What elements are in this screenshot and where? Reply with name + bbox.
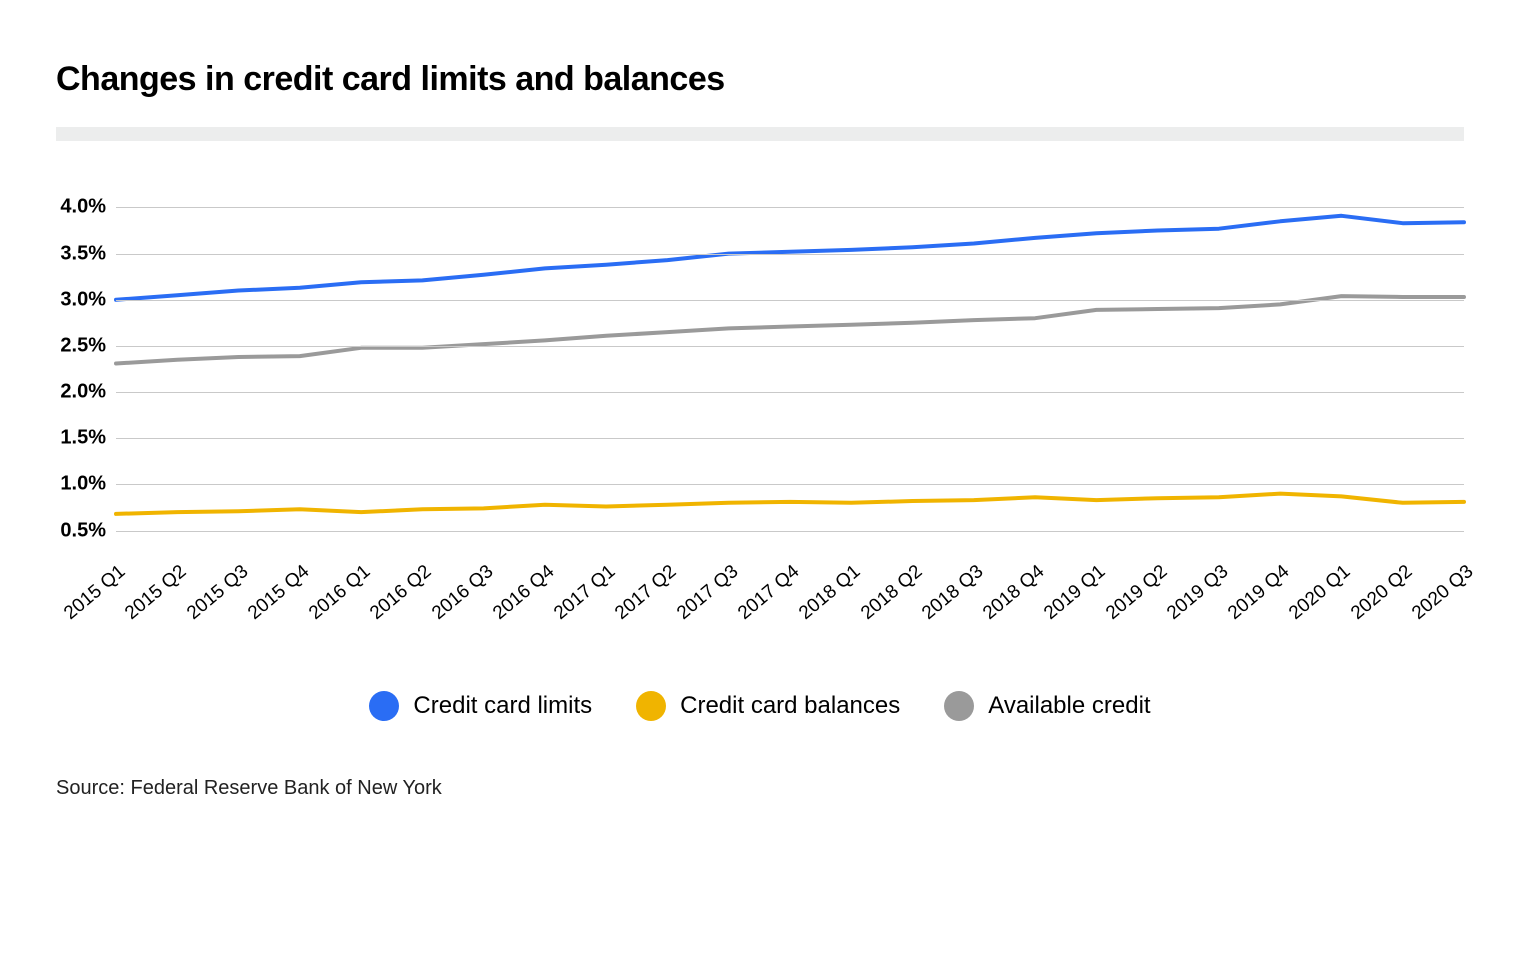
gridline bbox=[116, 531, 1464, 532]
chart-container: Changes in credit card limits and balanc… bbox=[0, 0, 1520, 840]
gridline bbox=[116, 254, 1464, 255]
legend: Credit card limits Credit card balances Av… bbox=[56, 691, 1464, 721]
chart-title: Changes in credit card limits and balanc… bbox=[56, 60, 1464, 99]
gridline bbox=[116, 438, 1464, 439]
gridline bbox=[116, 484, 1464, 485]
x-tick-label: 2015 Q3 bbox=[183, 561, 253, 625]
x-tick-label: 2018 Q1 bbox=[795, 561, 865, 625]
x-tick-label: 2016 Q3 bbox=[428, 561, 498, 625]
chart-area: 0.5%1.0%1.5%2.0%2.5%3.0%3.5%4.0% 2015 Q1… bbox=[56, 189, 1464, 651]
x-tick-label: 2017 Q3 bbox=[673, 561, 743, 625]
legend-item: Credit card balances bbox=[636, 691, 900, 721]
x-tick-label: 2015 Q1 bbox=[60, 561, 130, 625]
x-tick-label: 2016 Q2 bbox=[367, 561, 437, 625]
x-tick-label: 2019 Q2 bbox=[1102, 561, 1172, 625]
series-line bbox=[116, 296, 1464, 363]
y-tick-label: 1.0% bbox=[60, 473, 116, 496]
gridline bbox=[116, 207, 1464, 208]
y-tick-label: 1.5% bbox=[60, 427, 116, 450]
y-tick-label: 0.5% bbox=[60, 519, 116, 542]
x-axis: 2015 Q12015 Q22015 Q32015 Q42016 Q12016 … bbox=[116, 561, 1464, 651]
x-tick-label: 2017 Q2 bbox=[612, 561, 682, 625]
x-tick-label: 2015 Q2 bbox=[121, 561, 191, 625]
x-tick-label: 2015 Q4 bbox=[244, 561, 314, 625]
y-tick-label: 4.0% bbox=[60, 196, 116, 219]
gridline bbox=[116, 346, 1464, 347]
x-tick-label: 2017 Q4 bbox=[734, 561, 804, 625]
x-tick-label: 2019 Q4 bbox=[1224, 561, 1294, 625]
y-tick-label: 3.5% bbox=[60, 242, 116, 265]
x-tick-label: 2018 Q3 bbox=[918, 561, 988, 625]
gridline bbox=[116, 300, 1464, 301]
x-tick-label: 2017 Q1 bbox=[550, 561, 620, 625]
series-line bbox=[116, 216, 1464, 300]
plot-area: 0.5%1.0%1.5%2.0%2.5%3.0%3.5%4.0% bbox=[116, 189, 1464, 549]
separator-bar bbox=[56, 127, 1464, 141]
legend-item: Available credit bbox=[944, 691, 1150, 721]
x-tick-label: 2018 Q4 bbox=[979, 561, 1049, 625]
y-tick-label: 2.5% bbox=[60, 334, 116, 357]
x-tick-label: 2020 Q2 bbox=[1347, 561, 1417, 625]
legend-dot bbox=[944, 691, 974, 721]
y-tick-label: 2.0% bbox=[60, 381, 116, 404]
x-tick-label: 2019 Q3 bbox=[1163, 561, 1233, 625]
source-text: Source: Federal Reserve Bank of New York bbox=[56, 777, 1464, 800]
legend-dot bbox=[636, 691, 666, 721]
x-tick-label: 2020 Q3 bbox=[1408, 561, 1478, 625]
x-tick-label: 2016 Q4 bbox=[489, 561, 559, 625]
y-tick-label: 3.0% bbox=[60, 288, 116, 311]
line-series-svg bbox=[116, 189, 1464, 549]
legend-dot bbox=[369, 691, 399, 721]
x-tick-label: 2018 Q2 bbox=[857, 561, 927, 625]
x-tick-label: 2019 Q1 bbox=[1041, 561, 1111, 625]
legend-label: Credit card limits bbox=[413, 692, 592, 720]
series-line bbox=[116, 494, 1464, 514]
x-tick-label: 2020 Q1 bbox=[1286, 561, 1356, 625]
legend-item: Credit card limits bbox=[369, 691, 592, 721]
gridline bbox=[116, 392, 1464, 393]
x-tick-label: 2016 Q1 bbox=[305, 561, 375, 625]
legend-label: Credit card balances bbox=[680, 692, 900, 720]
legend-label: Available credit bbox=[988, 692, 1150, 720]
